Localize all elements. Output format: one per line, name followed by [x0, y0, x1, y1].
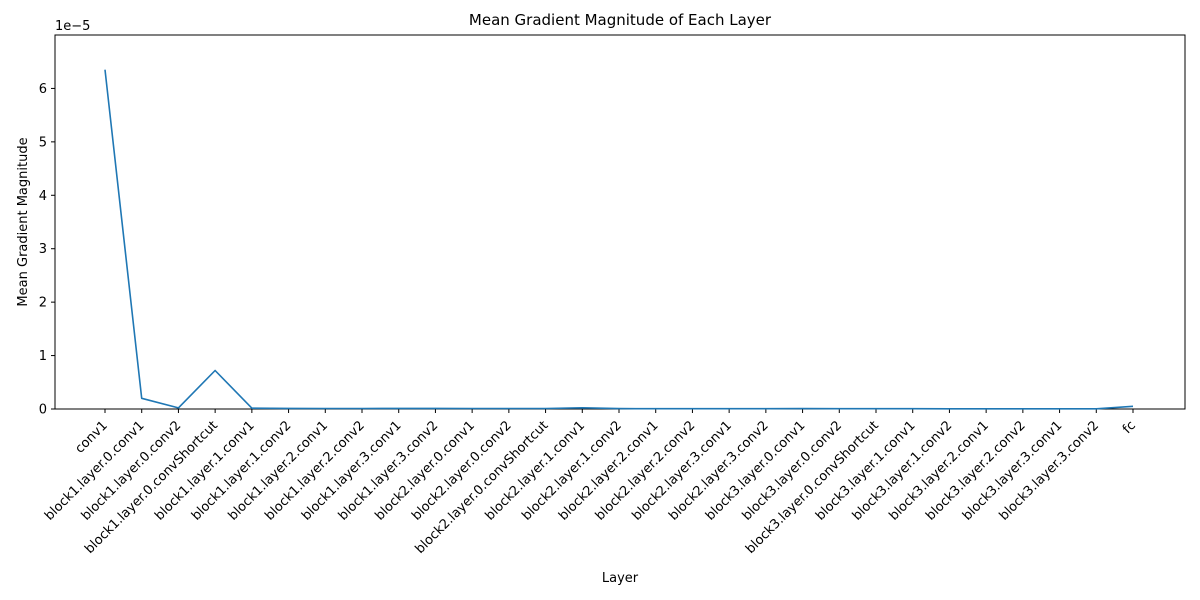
data-point: [288, 408, 290, 410]
data-point: [1059, 408, 1061, 410]
y-tick-label: 6: [39, 82, 47, 97]
data-point: [1132, 406, 1134, 408]
data-point: [765, 408, 767, 410]
x-tick-label: fc: [1120, 418, 1139, 437]
data-point: [251, 407, 253, 409]
chart-title: Mean Gradient Magnitude of Each Layer: [469, 11, 772, 29]
data-point: [912, 408, 914, 410]
data-point: [949, 408, 951, 410]
plot-frame: [54, 34, 1186, 410]
series-line: [104, 69, 1134, 410]
data-point: [581, 407, 583, 409]
data-point: [728, 408, 730, 410]
data-point: [985, 408, 987, 410]
plot-area: 0123456conv1block1.layer.0.conv1block1.l…: [39, 34, 1186, 557]
y-offset-label: 1e−5: [55, 19, 90, 34]
data-point: [324, 408, 326, 410]
data-point: [692, 408, 694, 410]
data-point: [545, 408, 547, 410]
data-point: [141, 398, 143, 400]
data-point: [838, 408, 840, 410]
data-point: [618, 408, 620, 410]
data-point: [398, 408, 400, 410]
y-tick-label: 1: [39, 349, 47, 364]
data-point: [214, 370, 216, 372]
data-point: [104, 69, 106, 71]
data-point: [178, 407, 180, 409]
y-axis-title: Mean Gradient Magnitude: [16, 137, 31, 306]
data-point: [508, 408, 510, 410]
data-point: [435, 408, 437, 410]
data-point: [1095, 408, 1097, 410]
data-point: [655, 408, 657, 410]
y-tick-label: 4: [39, 189, 47, 204]
data-point: [471, 408, 473, 410]
y-tick-label: 2: [39, 296, 47, 311]
y-tick-label: 5: [39, 135, 47, 150]
data-point: [875, 408, 877, 410]
y-tick-label: 3: [39, 242, 47, 257]
x-axis-title: Layer: [602, 571, 639, 586]
data-point: [361, 408, 363, 410]
y-tick-label: 0: [39, 403, 47, 418]
data-point: [802, 408, 804, 410]
data-point: [1022, 408, 1024, 410]
